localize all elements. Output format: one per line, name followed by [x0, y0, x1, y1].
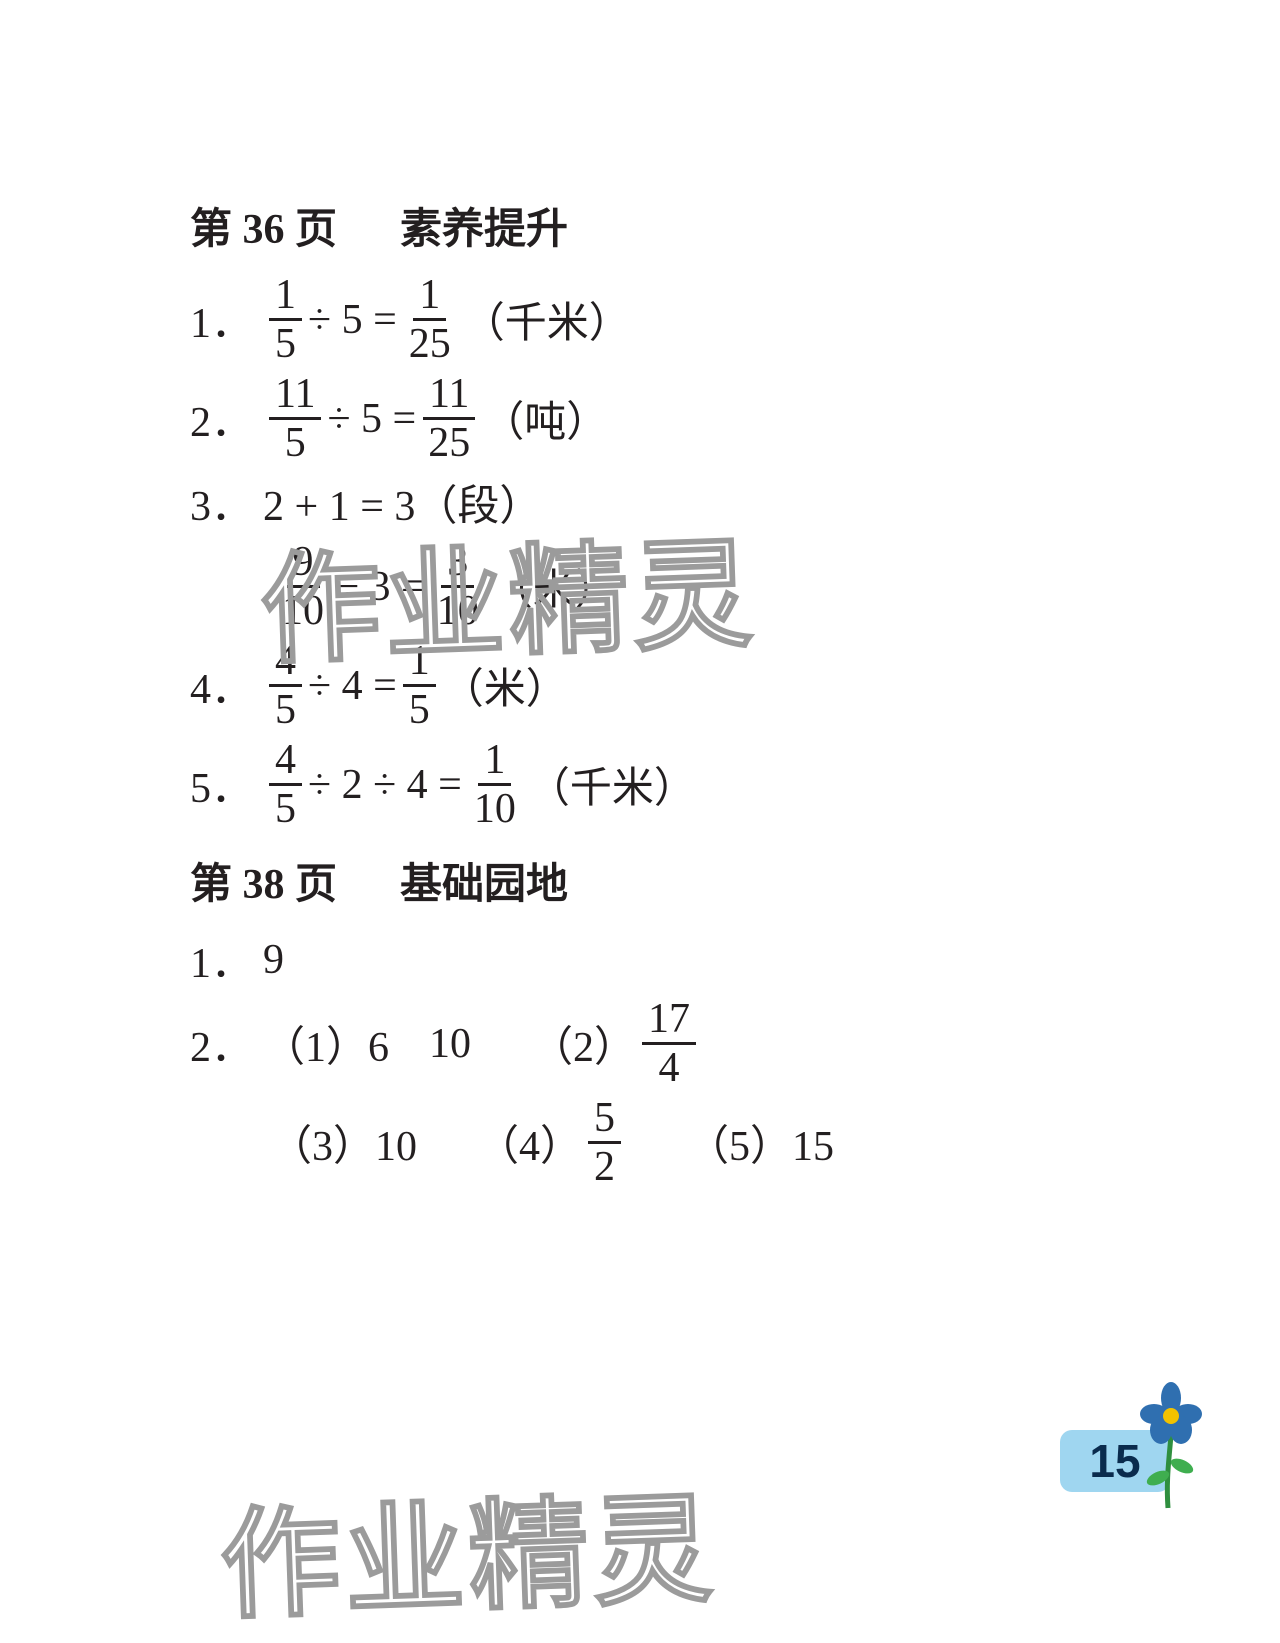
fraction: 125 [403, 274, 457, 365]
text-span: （4） [477, 1112, 582, 1173]
flower-icon [1136, 1380, 1206, 1510]
text-span: 9 [263, 936, 284, 984]
text-span: 10 [429, 1020, 471, 1068]
text-span: （1）6 [263, 1013, 389, 1074]
item-number: 5． [190, 754, 253, 815]
page-number-badge: 15 [1060, 1390, 1200, 1510]
answer-line: （3）10 （4）52 （5）15 [270, 1097, 990, 1188]
text-span: ÷ 5 = [308, 296, 397, 344]
fraction: 15 [269, 274, 302, 365]
text-span: （吨） [482, 388, 608, 449]
content-area: 第 36 页素养提升1．15 ÷ 5 = 125（千米）2．115 ÷ 5 = … [190, 175, 990, 1196]
text-span: 素养提升 [400, 195, 568, 256]
text-span: 第 36 页 [190, 195, 337, 256]
watermark-2: 作业精灵 [217, 1451, 719, 1642]
item-number: 2． [190, 1013, 253, 1074]
fraction: 910 [276, 541, 330, 632]
section-heading: 第 36 页 素养提升 [190, 195, 990, 256]
answer-line: 1． 15 ÷ 5 = 125（千米） [190, 274, 990, 365]
answer-line: 2． 115 ÷ 5 = 1125（吨） [190, 373, 990, 464]
text-span: ÷ 2 ÷ 4 = [308, 761, 462, 809]
item-number: 1． [190, 929, 253, 990]
answer-line: 1．9 [190, 929, 990, 990]
text-span: （米） [442, 655, 568, 716]
answer-line: 5． 45 ÷ 2 ÷ 4 = 110（千米） [190, 739, 990, 830]
item-number: 2． [190, 388, 253, 449]
fraction: 52 [588, 1097, 621, 1188]
fraction: 174 [642, 998, 696, 1089]
text-span: ÷ 4 = [308, 662, 397, 710]
fraction: 45 [269, 640, 302, 731]
text-span: （2） [531, 1013, 636, 1074]
text-span: （米） [491, 556, 617, 617]
text-span: 基础园地 [400, 850, 568, 911]
fraction: 310 [431, 541, 485, 632]
answer-line: 2．（1）6 10 （2）174 [190, 998, 990, 1089]
fraction: 110 [468, 739, 522, 830]
answer-line: 3．2 + 1 = 3（段） [190, 472, 990, 533]
fraction: 45 [269, 739, 302, 830]
text-span: 第 38 页 [190, 850, 337, 911]
answer-line: 910 ÷ 3 = 310（米） [270, 541, 990, 632]
fraction: 115 [269, 373, 321, 464]
fraction: 15 [403, 640, 436, 731]
item-number: 4． [190, 655, 253, 716]
item-number: 1． [190, 289, 253, 350]
text-span: （千米） [463, 289, 631, 350]
fraction: 1125 [422, 373, 476, 464]
text-span: （3）10 [270, 1112, 417, 1173]
answer-line: 4． 45 ÷ 4 = 15（米） [190, 640, 990, 731]
section-heading: 第 38 页 基础园地 [190, 850, 990, 911]
text-span: ÷ 3 = [336, 563, 425, 611]
text-span: （千米） [528, 754, 696, 815]
text-span: ÷ 5 = [327, 395, 416, 443]
item-number: 3． [190, 472, 253, 533]
text-span: （5）15 [687, 1112, 834, 1173]
page-root: 第 36 页素养提升1．15 ÷ 5 = 125（千米）2．115 ÷ 5 = … [0, 0, 1280, 1600]
text-span: 2 + 1 = 3（段） [263, 472, 541, 533]
